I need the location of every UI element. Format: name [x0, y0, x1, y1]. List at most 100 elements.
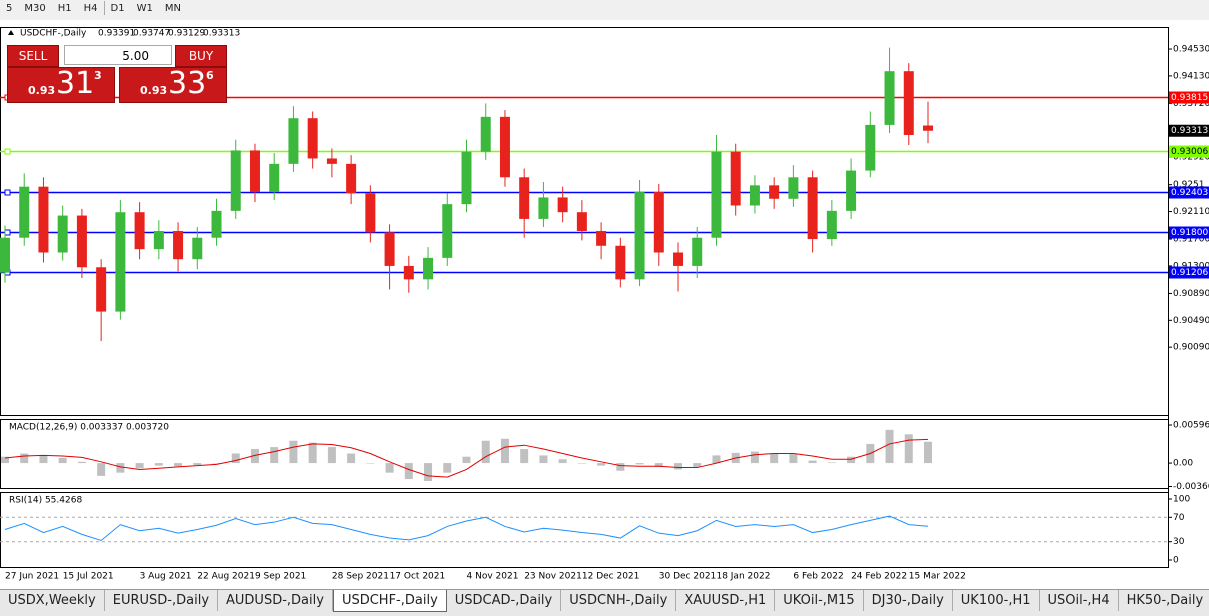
- macd-bar: [77, 461, 86, 464]
- chart-tab[interactable]: USDCAD-,Daily: [447, 590, 562, 611]
- candle-body: [346, 163, 357, 194]
- chart-tab[interactable]: UKOil-,M15: [775, 590, 864, 611]
- macd-bar: [847, 456, 856, 464]
- candle-body: [115, 212, 126, 312]
- candle-body: [538, 197, 549, 219]
- macd-bar: [520, 449, 529, 464]
- macd-bar: [250, 449, 259, 464]
- chart-header-close: 0.93313: [203, 29, 240, 39]
- macd-bar: [885, 429, 894, 464]
- y-tick-label: 0.90890: [1173, 289, 1209, 299]
- x-tick-label: 22 Aug 2021: [197, 572, 255, 582]
- timeframe-button[interactable]: 5: [6, 3, 13, 14]
- timeframe-button[interactable]: H1: [57, 3, 72, 14]
- x-tick-label: 23 Nov 2021: [524, 572, 582, 582]
- last-price-tag: [1169, 124, 1209, 137]
- chart-tab[interactable]: AUDUSD-,Daily: [218, 590, 333, 611]
- chart-tab[interactable]: USDCNH-,Daily: [561, 590, 677, 611]
- candle-body: [653, 192, 664, 253]
- candle-body: [269, 163, 280, 193]
- lots-input[interactable]: 5.00: [64, 45, 172, 65]
- timeframe-button[interactable]: M30: [24, 3, 46, 14]
- chart-tab[interactable]: DJ30-,Daily: [864, 590, 953, 611]
- buy-price-prefix: 0.93: [140, 84, 168, 97]
- buy-button[interactable]: BUY: [175, 45, 227, 67]
- sell-price[interactable]: 0.93 31 3: [7, 66, 115, 103]
- candle-body: [461, 151, 472, 205]
- y-tick-label: 100: [1173, 495, 1190, 505]
- chart-tab[interactable]: USOil-,H4: [1040, 590, 1119, 611]
- chart-tab[interactable]: USDCHF-,Daily: [332, 590, 447, 612]
- buy-price[interactable]: 0.93 33 6: [119, 66, 227, 103]
- y-tick-label: 0.91700: [1173, 235, 1209, 245]
- rsi-title: RSI(14) 55.4268: [9, 496, 82, 506]
- price-level-label: 0.91206: [1171, 268, 1208, 278]
- candle-body: [846, 170, 857, 211]
- macd-bar: [827, 462, 836, 464]
- macd-bar: [500, 438, 509, 464]
- chart: USDCHF-,Daily 0.93391 0.93747 0.93129 0.…: [0, 20, 1209, 589]
- macd-bar: [443, 463, 452, 473]
- sell-button[interactable]: SELL: [7, 45, 59, 67]
- x-tick-label: 6 Feb 2022: [793, 572, 843, 582]
- y-tick-label: 0.90090: [1173, 343, 1209, 353]
- candle-body: [519, 177, 530, 219]
- macd-bar: [404, 463, 413, 480]
- price-level-tag: [1169, 186, 1209, 199]
- candle-body: [807, 177, 818, 240]
- macd-bar: [135, 463, 144, 469]
- macd-bar: [904, 434, 913, 464]
- candle-body: [76, 215, 87, 268]
- macd-bar: [616, 463, 625, 471]
- macd-bar: [635, 463, 644, 465]
- candle-body: [249, 150, 260, 193]
- macd-bar: [597, 463, 606, 466]
- candle-body: [288, 118, 299, 164]
- macd-bar: [116, 463, 125, 473]
- macd-bar: [270, 447, 279, 464]
- macd-bar: [539, 455, 548, 464]
- x-tick-label: 30 Dec 2021: [659, 572, 717, 582]
- candle-body: [96, 267, 107, 312]
- macd-bar: [347, 453, 356, 464]
- macd-bar: [212, 463, 221, 464]
- chart-tab[interactable]: XAUUSD-,H1: [676, 590, 776, 611]
- chart-header-open: 0.93391: [98, 29, 135, 39]
- timeframe-button[interactable]: W1: [136, 3, 153, 14]
- chart-tab[interactable]: HK50-,Daily: [1119, 590, 1209, 611]
- price-level-tag: [1169, 145, 1209, 158]
- candle-body: [365, 193, 376, 233]
- macd-bar: [97, 463, 106, 476]
- collapse-icon[interactable]: [8, 30, 14, 35]
- macd-bar: [424, 463, 433, 481]
- timeframe-toolbar: 5 M30 H1 H4 D1 W1 MN: [0, 0, 1209, 21]
- x-tick-label: 3 Aug 2021: [140, 572, 192, 582]
- macd-bar: [770, 453, 779, 464]
- candle-body: [692, 237, 703, 266]
- timeframe-button[interactable]: D1: [110, 3, 125, 14]
- chart-tab[interactable]: UK100-,H1: [953, 590, 1040, 611]
- timeframe-button[interactable]: MN: [164, 3, 181, 14]
- candle-body: [423, 257, 434, 280]
- x-tick-label: 15 Mar 2022: [909, 572, 966, 582]
- x-tick-label: 15 Jul 2021: [63, 572, 114, 582]
- candle-body: [634, 192, 645, 280]
- macd-bar: [385, 463, 394, 473]
- macd-bar: [577, 463, 586, 464]
- candle-body: [557, 197, 568, 213]
- candle-body: [173, 231, 184, 260]
- macd-bar: [289, 440, 298, 464]
- rsi-line: [4, 515, 929, 542]
- one-click-trading: SELL 5.00 BUY 0.93 31 3 0.93 33 6: [7, 45, 227, 103]
- candle-body: [442, 204, 453, 258]
- timeframe-button[interactable]: H4: [83, 3, 98, 14]
- macd-bar: [20, 453, 29, 464]
- price-level-label: 0.93006: [1171, 147, 1208, 157]
- macd-bar: [462, 456, 471, 464]
- candle-body: [384, 232, 395, 266]
- y-tick-label: 0.005963: [1173, 420, 1209, 430]
- y-tick-label: 0.9251: [1173, 180, 1205, 190]
- chart-tab[interactable]: USDX,Weekly: [0, 590, 105, 611]
- chart-tab[interactable]: EURUSD-,Daily: [105, 590, 219, 611]
- toolbar-separator: [103, 1, 105, 15]
